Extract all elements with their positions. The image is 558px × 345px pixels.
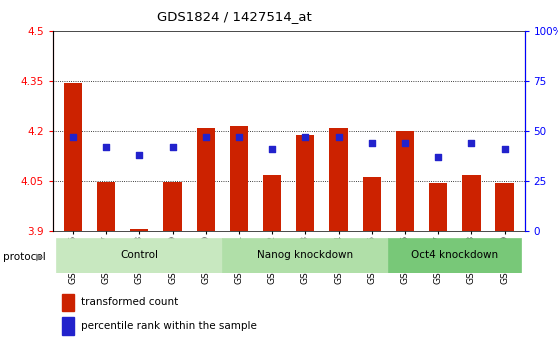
Bar: [62, 294, 74, 311]
Bar: [263, 175, 281, 231]
Point: [401, 140, 410, 146]
Point: [135, 152, 144, 158]
Text: GDS1824 / 1427514_at: GDS1824 / 1427514_at: [157, 10, 312, 23]
Bar: [56, 238, 222, 273]
Bar: [388, 238, 521, 273]
Text: Nanog knockdown: Nanog knockdown: [257, 250, 353, 260]
Bar: [363, 177, 381, 231]
Text: transformed count: transformed count: [81, 297, 179, 307]
Point: [234, 134, 243, 140]
Bar: [196, 128, 215, 231]
Point: [69, 134, 78, 140]
Text: Oct4 knockdown: Oct4 knockdown: [411, 250, 498, 260]
Text: percentile rank within the sample: percentile rank within the sample: [81, 321, 257, 331]
Bar: [222, 238, 388, 273]
Point: [268, 146, 277, 152]
Point: [102, 144, 110, 150]
Point: [500, 146, 509, 152]
Bar: [462, 175, 480, 231]
Bar: [64, 83, 82, 231]
Bar: [130, 229, 148, 231]
Bar: [230, 126, 248, 231]
Bar: [429, 183, 448, 231]
Point: [334, 134, 343, 140]
Point: [367, 140, 376, 146]
Bar: [62, 317, 74, 335]
Point: [168, 144, 177, 150]
Bar: [296, 135, 315, 231]
Text: ▶: ▶: [36, 252, 44, 262]
Point: [301, 134, 310, 140]
Bar: [496, 183, 514, 231]
Point: [201, 134, 210, 140]
Text: protocol: protocol: [3, 252, 46, 262]
Bar: [163, 182, 182, 231]
Bar: [329, 128, 348, 231]
Text: Control: Control: [121, 250, 158, 260]
Point: [467, 140, 476, 146]
Point: [434, 154, 442, 160]
Bar: [396, 131, 414, 231]
Bar: [97, 182, 116, 231]
